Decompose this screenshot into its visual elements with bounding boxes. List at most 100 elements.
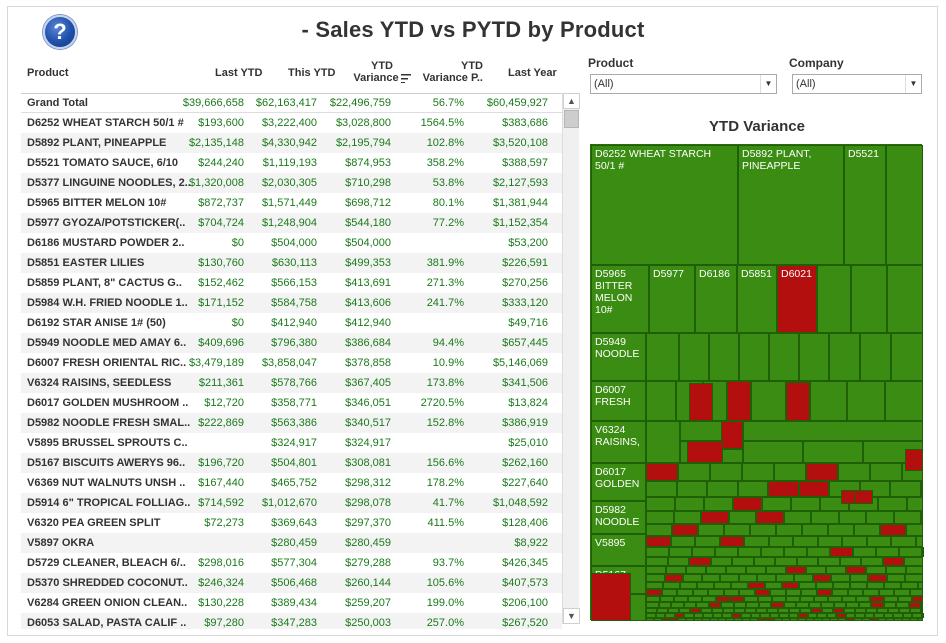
help-icon[interactable]: ? xyxy=(43,15,77,49)
treemap-tile[interactable] xyxy=(692,547,715,557)
treemap-tile[interactable] xyxy=(799,582,816,589)
treemap-tile[interactable] xyxy=(891,536,916,547)
treemap-tile[interactable] xyxy=(907,497,923,511)
treemap-tile[interactable] xyxy=(783,602,796,608)
treemap-tile[interactable] xyxy=(866,536,891,547)
treemap-tile[interactable] xyxy=(672,524,698,536)
treemap-tile[interactable] xyxy=(782,582,799,589)
treemap-tile[interactable] xyxy=(673,511,701,524)
treemap-tile[interactable] xyxy=(832,589,848,596)
treemap-tile[interactable] xyxy=(744,536,769,547)
treemap-tile[interactable] xyxy=(793,536,818,547)
treemap-tile[interactable] xyxy=(870,618,878,621)
treemap-tile[interactable] xyxy=(702,596,716,602)
treemap-tile[interactable] xyxy=(706,566,726,574)
treemap-tile[interactable] xyxy=(906,566,923,574)
treemap-tile[interactable] xyxy=(701,574,720,582)
table-row[interactable]: V6324 RAISINS, SEEDLESS $211,361 $578,766 $… xyxy=(21,373,562,393)
treemap-tile[interactable] xyxy=(855,613,865,618)
treemap-tile[interactable] xyxy=(912,613,922,618)
treemap-tile[interactable] xyxy=(842,536,867,547)
treemap-tile-v5895[interactable]: V5895 xyxy=(591,534,646,566)
treemap-tile[interactable] xyxy=(760,613,770,618)
treemap-tile[interactable] xyxy=(886,566,906,574)
treemap-tile[interactable] xyxy=(748,582,765,589)
treemap-tile[interactable] xyxy=(646,602,659,608)
treemap-tile[interactable] xyxy=(660,596,674,602)
treemap-tile[interactable] xyxy=(894,618,902,621)
treemap-tile[interactable] xyxy=(839,557,861,566)
treemap-tile[interactable] xyxy=(646,582,663,589)
treemap-tile[interactable] xyxy=(791,497,820,511)
treemap-tile[interactable] xyxy=(890,481,921,497)
treemap-tile[interactable] xyxy=(708,602,721,608)
treemap-tile[interactable] xyxy=(783,511,811,524)
treemap-tile[interactable] xyxy=(818,557,840,566)
table-row[interactable]: D5370 SHREDDED COCONUT.. $246,324 $506,468… xyxy=(21,573,562,593)
treemap-tile[interactable] xyxy=(698,524,724,536)
treemap-tile[interactable] xyxy=(850,582,867,589)
treemap-tile[interactable] xyxy=(828,596,842,602)
treemap-tile[interactable] xyxy=(870,463,902,481)
treemap-tile[interactable] xyxy=(696,602,709,608)
treemap-tile[interactable] xyxy=(767,608,778,613)
product-filter-select[interactable]: (All) ▼ xyxy=(590,74,777,94)
treemap-tile[interactable] xyxy=(803,441,863,463)
treemap-tile[interactable] xyxy=(779,613,789,618)
treemap-tile[interactable] xyxy=(712,613,722,618)
treemap-tile[interactable] xyxy=(721,421,743,449)
treemap-tile[interactable] xyxy=(885,381,923,421)
treemap-tile[interactable] xyxy=(707,481,738,497)
treemap-tile[interactable] xyxy=(761,547,784,557)
treemap-tile[interactable] xyxy=(905,574,923,582)
grand-total-row[interactable]: Grand Total $39,666,658 $62,163,417 $22,496… xyxy=(21,93,562,113)
treemap-tile[interactable] xyxy=(794,574,813,582)
treemap-tile[interactable] xyxy=(688,596,702,602)
treemap-tile[interactable] xyxy=(664,574,683,582)
treemap-tile[interactable] xyxy=(894,589,910,596)
treemap-tile[interactable] xyxy=(878,497,907,511)
treemap-tile[interactable] xyxy=(694,618,702,621)
table-row[interactable]: V5895 BRUSSEL SPROUTS C.. $324,917 $324,91… xyxy=(21,433,562,453)
treemap-tile[interactable] xyxy=(591,573,631,621)
treemap-tile[interactable] xyxy=(882,557,904,566)
treemap-tile[interactable] xyxy=(816,582,833,589)
treemap-tile[interactable] xyxy=(646,463,678,481)
treemap-tile[interactable] xyxy=(786,383,810,421)
chevron-down-icon[interactable]: ▼ xyxy=(905,75,921,93)
treemap-tile[interactable] xyxy=(766,566,786,574)
treemap-tile[interactable] xyxy=(868,574,887,582)
treemap-tile[interactable] xyxy=(680,421,722,441)
treemap-tile[interactable] xyxy=(756,511,784,524)
treemap-tile[interactable] xyxy=(701,608,712,613)
treemap-tile[interactable] xyxy=(878,589,894,596)
treemap-tile[interactable] xyxy=(898,596,912,602)
treemap-tile[interactable] xyxy=(674,613,684,618)
treemap-tile[interactable] xyxy=(829,333,860,381)
treemap-tile[interactable] xyxy=(739,589,755,596)
treemap-tile[interactable] xyxy=(861,557,883,566)
table-row[interactable]: V6284 GREEN ONION CLEAN.. $130,228 $389,43… xyxy=(21,593,562,613)
treemap-tile[interactable] xyxy=(847,381,885,421)
treemap-tile[interactable] xyxy=(679,608,690,613)
ytd-variance-treemap[interactable]: D6252 WHEAT STARCH 50/1 # D5892 PLANT, P… xyxy=(590,144,924,621)
treemap-tile[interactable] xyxy=(646,608,657,613)
treemap-tile[interactable] xyxy=(883,602,896,608)
treemap-tile[interactable] xyxy=(743,421,923,441)
treemap-tile[interactable] xyxy=(886,574,905,582)
treemap-tile[interactable] xyxy=(790,618,798,621)
treemap-tile[interactable] xyxy=(646,524,672,536)
treemap-tile[interactable] xyxy=(697,582,714,589)
treemap-tile[interactable] xyxy=(708,589,724,596)
treemap-tile[interactable] xyxy=(854,524,880,536)
col-header-variance-pct[interactable]: YTD Variance P.. xyxy=(421,60,483,84)
treemap-tile[interactable] xyxy=(693,613,703,618)
treemap-tile[interactable] xyxy=(744,596,758,602)
treemap-tile[interactable] xyxy=(822,618,830,621)
treemap-tile[interactable] xyxy=(689,383,713,421)
treemap-tile[interactable] xyxy=(738,547,761,557)
treemap-tile[interactable] xyxy=(758,602,771,608)
treemap-tile[interactable] xyxy=(751,381,786,421)
treemap-tile[interactable] xyxy=(893,511,921,524)
treemap-tile[interactable] xyxy=(732,557,754,566)
